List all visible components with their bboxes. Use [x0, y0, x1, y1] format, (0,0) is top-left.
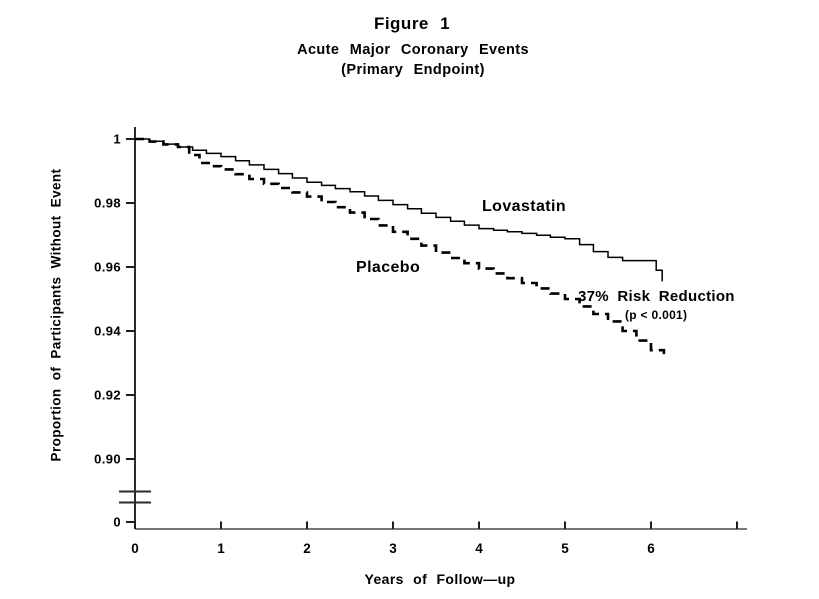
x-tick-label: 1 — [217, 541, 225, 556]
p-value-annotation: (p < 0.001) — [625, 308, 688, 322]
y-tick-label: 0.98 — [94, 196, 121, 211]
x-tick-label: 2 — [303, 541, 311, 556]
x-tick-label: 3 — [389, 541, 397, 556]
y-tick-label: 0.92 — [94, 388, 121, 403]
x-tick-label: 5 — [561, 541, 569, 556]
y-tick-label: 0.96 — [94, 260, 121, 275]
x-axis-title: Years of Follow—up — [364, 571, 516, 587]
lovastatin-curve-label: Lovastatin — [482, 198, 567, 215]
y-tick-label: 0.90 — [94, 452, 121, 467]
x-tick-label: 0 — [131, 541, 139, 556]
placebo-curve-label: Placebo — [356, 259, 421, 276]
y-axis-title: Proportion of Participants Without Event — [48, 168, 64, 462]
x-tick-label: 6 — [647, 541, 655, 556]
y-zero-tick-label: 0 — [113, 515, 121, 530]
y-tick-label: 1 — [113, 132, 121, 147]
figure-title: Figure 1 — [373, 14, 451, 33]
y-tick-label: 0.94 — [94, 324, 121, 339]
risk-reduction-annotation: 37% Risk Reduction — [578, 288, 735, 305]
figure-subtitle: Acute Major Coronary Events — [297, 42, 529, 58]
x-tick-label: 4 — [475, 541, 483, 556]
figure-subtitle-secondary: (Primary Endpoint) — [341, 62, 485, 78]
curve-lovastatin — [135, 138, 663, 282]
curve-placebo — [135, 137, 666, 357]
